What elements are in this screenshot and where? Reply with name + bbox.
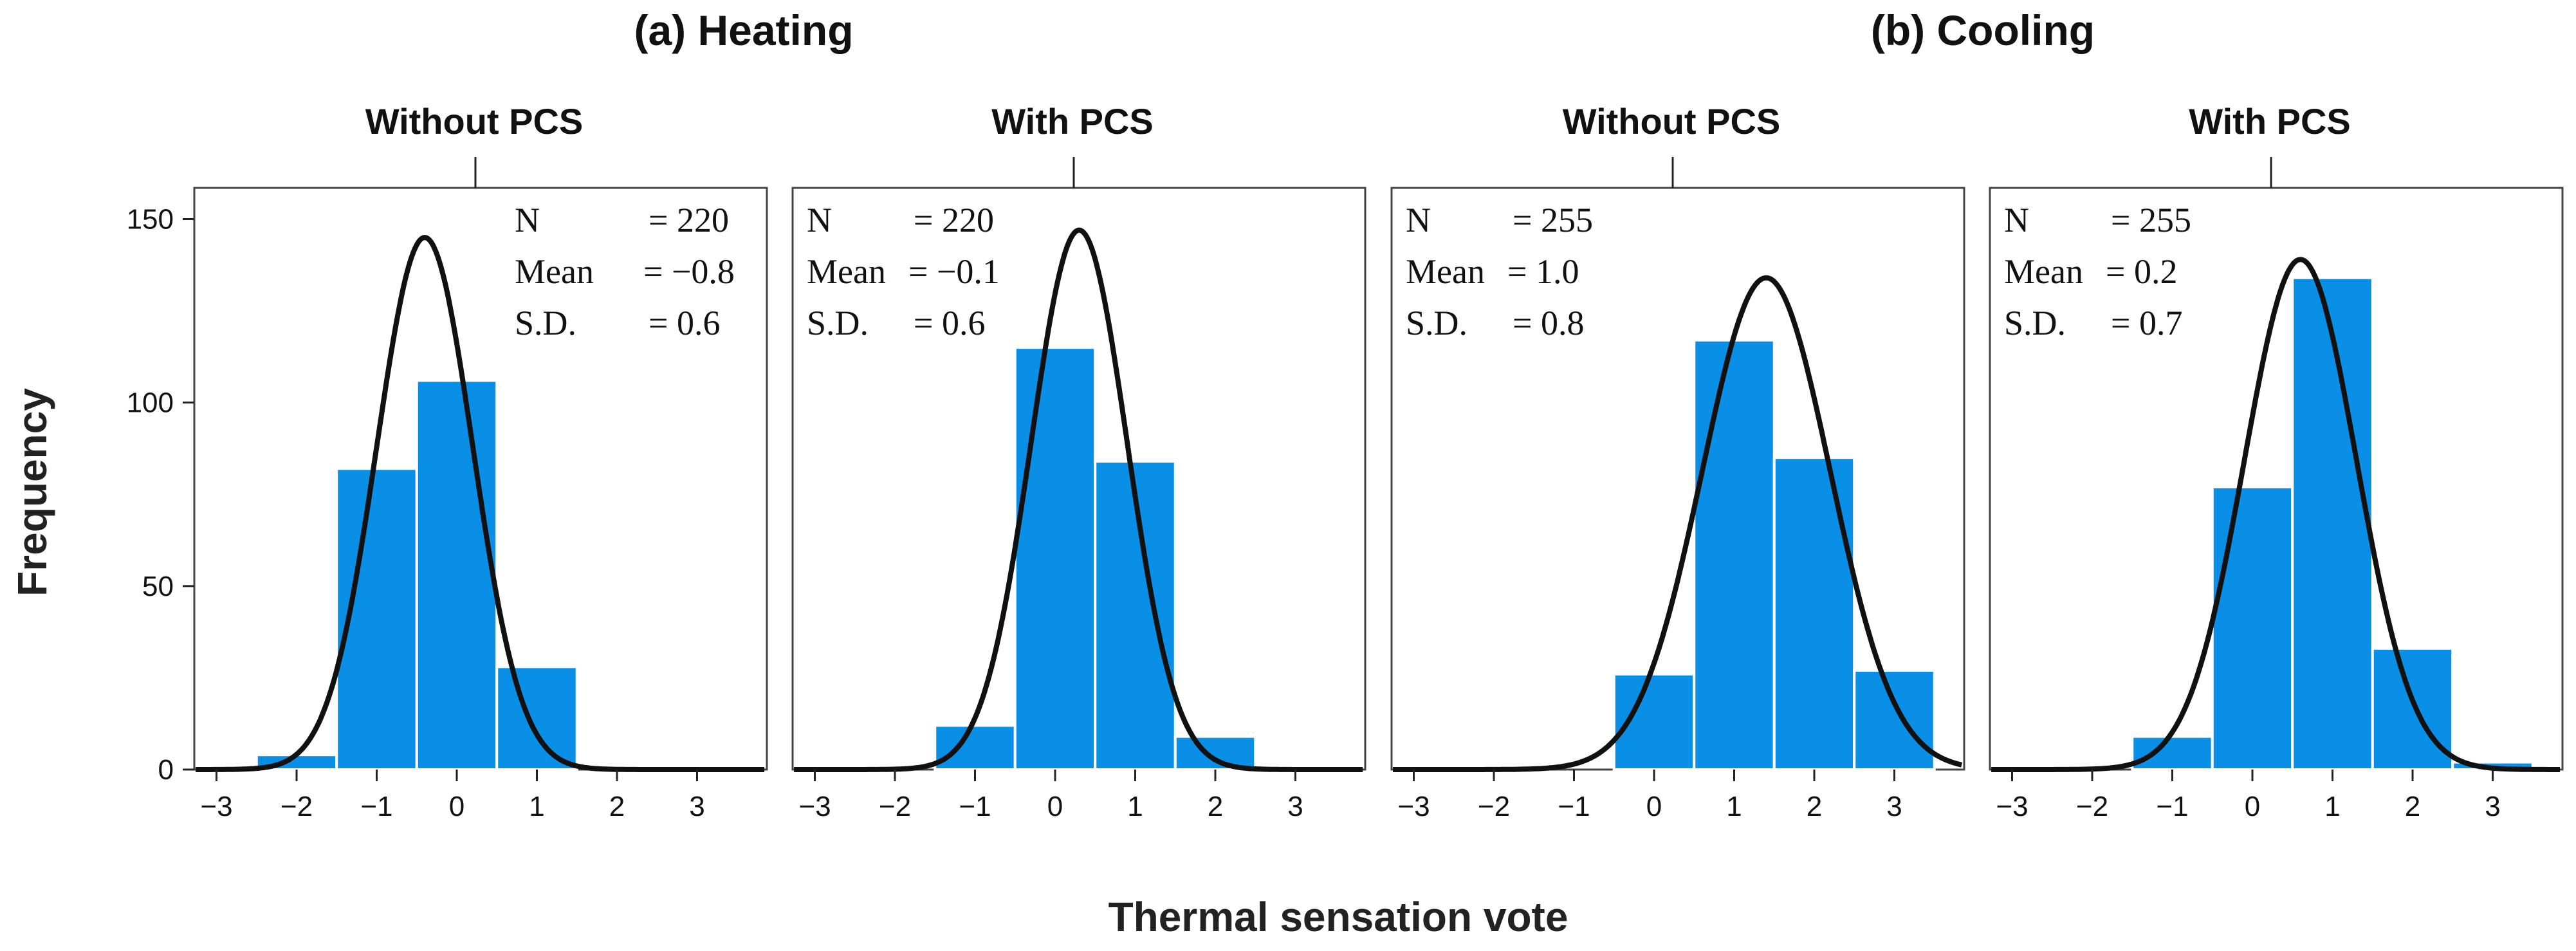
stat-value: = 220 bbox=[914, 201, 994, 239]
stat-value: = 0.6 bbox=[914, 304, 985, 342]
x-tick-label: 1 bbox=[529, 791, 544, 822]
bar-1 bbox=[1693, 338, 1776, 771]
stat-value: = −0.8 bbox=[643, 252, 735, 291]
y-axis: 0 50 100 150 bbox=[127, 204, 194, 786]
stat-label: S.D. bbox=[807, 304, 869, 342]
stat-label: N bbox=[1406, 201, 1431, 239]
x-tick-label: −1 bbox=[1558, 791, 1590, 822]
normal-curve bbox=[793, 227, 1364, 772]
stat-label: N bbox=[807, 201, 832, 239]
stat-value: = 255 bbox=[1513, 201, 1593, 239]
x-tick-label: 2 bbox=[1208, 791, 1223, 822]
x-tick-label: −1 bbox=[360, 791, 392, 822]
stat-value: = 0.6 bbox=[649, 304, 720, 342]
bar-2 bbox=[2371, 647, 2454, 771]
panel-title: Without PCS bbox=[1563, 101, 1781, 142]
stat-value: = 0.2 bbox=[2106, 252, 2177, 291]
panel-title: Without PCS bbox=[365, 101, 584, 142]
bar-0 bbox=[1013, 346, 1097, 771]
x-tick-label: −3 bbox=[798, 791, 831, 822]
bar-2 bbox=[1772, 456, 1856, 771]
x-tick-label: 1 bbox=[1726, 791, 1742, 822]
x-tick-label: 0 bbox=[1047, 791, 1063, 822]
panel-1: Without PCS −3 −2 −1 0 1 2 3 N = 220 Mean = −0.8 S.D… bbox=[193, 101, 768, 822]
bar-1 bbox=[2291, 276, 2374, 771]
x-tick-label: 1 bbox=[2324, 791, 2340, 822]
x-tick-label: −2 bbox=[879, 791, 911, 822]
bar-2 bbox=[1173, 735, 1257, 771]
normal-curve bbox=[1990, 257, 2561, 772]
x-tick-label: −1 bbox=[959, 791, 991, 822]
x-tick-label: 2 bbox=[609, 791, 625, 822]
y-axis-label: Frequency bbox=[9, 388, 55, 596]
stat-value: = 220 bbox=[649, 201, 729, 239]
x-tick-label: 0 bbox=[2245, 791, 2260, 822]
panel-3: Without PCS −3 −2 −1 0 1 2 3 N = 255 Mean = 1.0 S.D.… bbox=[1390, 101, 1965, 822]
group-title-heating: (a) Heating bbox=[634, 6, 853, 54]
bar-3 bbox=[1853, 669, 1936, 771]
stat-value: = 255 bbox=[2111, 201, 2191, 239]
x-tick-label: 0 bbox=[1646, 791, 1662, 822]
x-tick-label: −1 bbox=[2156, 791, 2188, 822]
y-tick-label: 150 bbox=[127, 204, 174, 235]
x-tick-label: −2 bbox=[2076, 791, 2108, 822]
x-tick-label: −2 bbox=[1478, 791, 1510, 822]
x-tick-label: 3 bbox=[2485, 791, 2500, 822]
panel-title: With PCS bbox=[991, 101, 1153, 142]
bar--1 bbox=[934, 724, 1017, 771]
x-tick-label: 3 bbox=[1287, 791, 1303, 822]
x-tick-label: 2 bbox=[2405, 791, 2420, 822]
bar-1 bbox=[495, 665, 578, 771]
x-tick-label: 2 bbox=[1807, 791, 1822, 822]
x-tick-label: −3 bbox=[1397, 791, 1430, 822]
x-tick-label: −3 bbox=[1996, 791, 2028, 822]
stat-label: Mean bbox=[807, 252, 886, 291]
panel-4: With PCS −3 −2 −1 0 1 2 3 N = 255 Mean = 0.2 S.D. = 0… bbox=[1989, 101, 2564, 822]
stat-label: S.D. bbox=[515, 304, 576, 342]
stat-label: Mean bbox=[515, 252, 594, 291]
bar-0 bbox=[415, 379, 499, 771]
stat-label: S.D. bbox=[1406, 304, 1467, 342]
x-axis-label: Thermal sensation vote bbox=[1109, 894, 1569, 940]
group-title-cooling: (b) Cooling bbox=[1871, 6, 2095, 54]
y-tick-label: 50 bbox=[142, 571, 174, 602]
stat-label: Mean bbox=[2004, 252, 2083, 291]
bar-0 bbox=[2211, 485, 2294, 771]
stat-value: = 0.7 bbox=[2111, 304, 2182, 342]
x-tick-label: 3 bbox=[689, 791, 704, 822]
bar--1 bbox=[2131, 735, 2214, 771]
panel-title: With PCS bbox=[2189, 101, 2350, 142]
x-tick-label: 3 bbox=[1886, 791, 1902, 822]
stat-label: N bbox=[2004, 201, 2029, 239]
x-tick-label: 0 bbox=[449, 791, 465, 822]
stat-value: = 1.0 bbox=[1507, 252, 1579, 291]
stat-label: S.D. bbox=[2004, 304, 2066, 342]
x-tick-label: 1 bbox=[1127, 791, 1143, 822]
panel-2: With PCS −3 −2 −1 0 1 2 3 N = 220 Mean = −0.1 S.D. = … bbox=[791, 101, 1366, 822]
normal-curve bbox=[1392, 275, 1963, 772]
stat-label: N bbox=[515, 201, 540, 239]
y-tick-label: 0 bbox=[158, 754, 174, 786]
stat-value: = 0.8 bbox=[1513, 304, 1584, 342]
stat-value: = −0.1 bbox=[908, 252, 1000, 291]
y-tick-label: 100 bbox=[127, 387, 174, 419]
normal-curve bbox=[194, 235, 766, 772]
x-tick-label: −3 bbox=[200, 791, 232, 822]
x-tick-label: −2 bbox=[281, 791, 313, 822]
stat-label: Mean bbox=[1406, 252, 1485, 291]
